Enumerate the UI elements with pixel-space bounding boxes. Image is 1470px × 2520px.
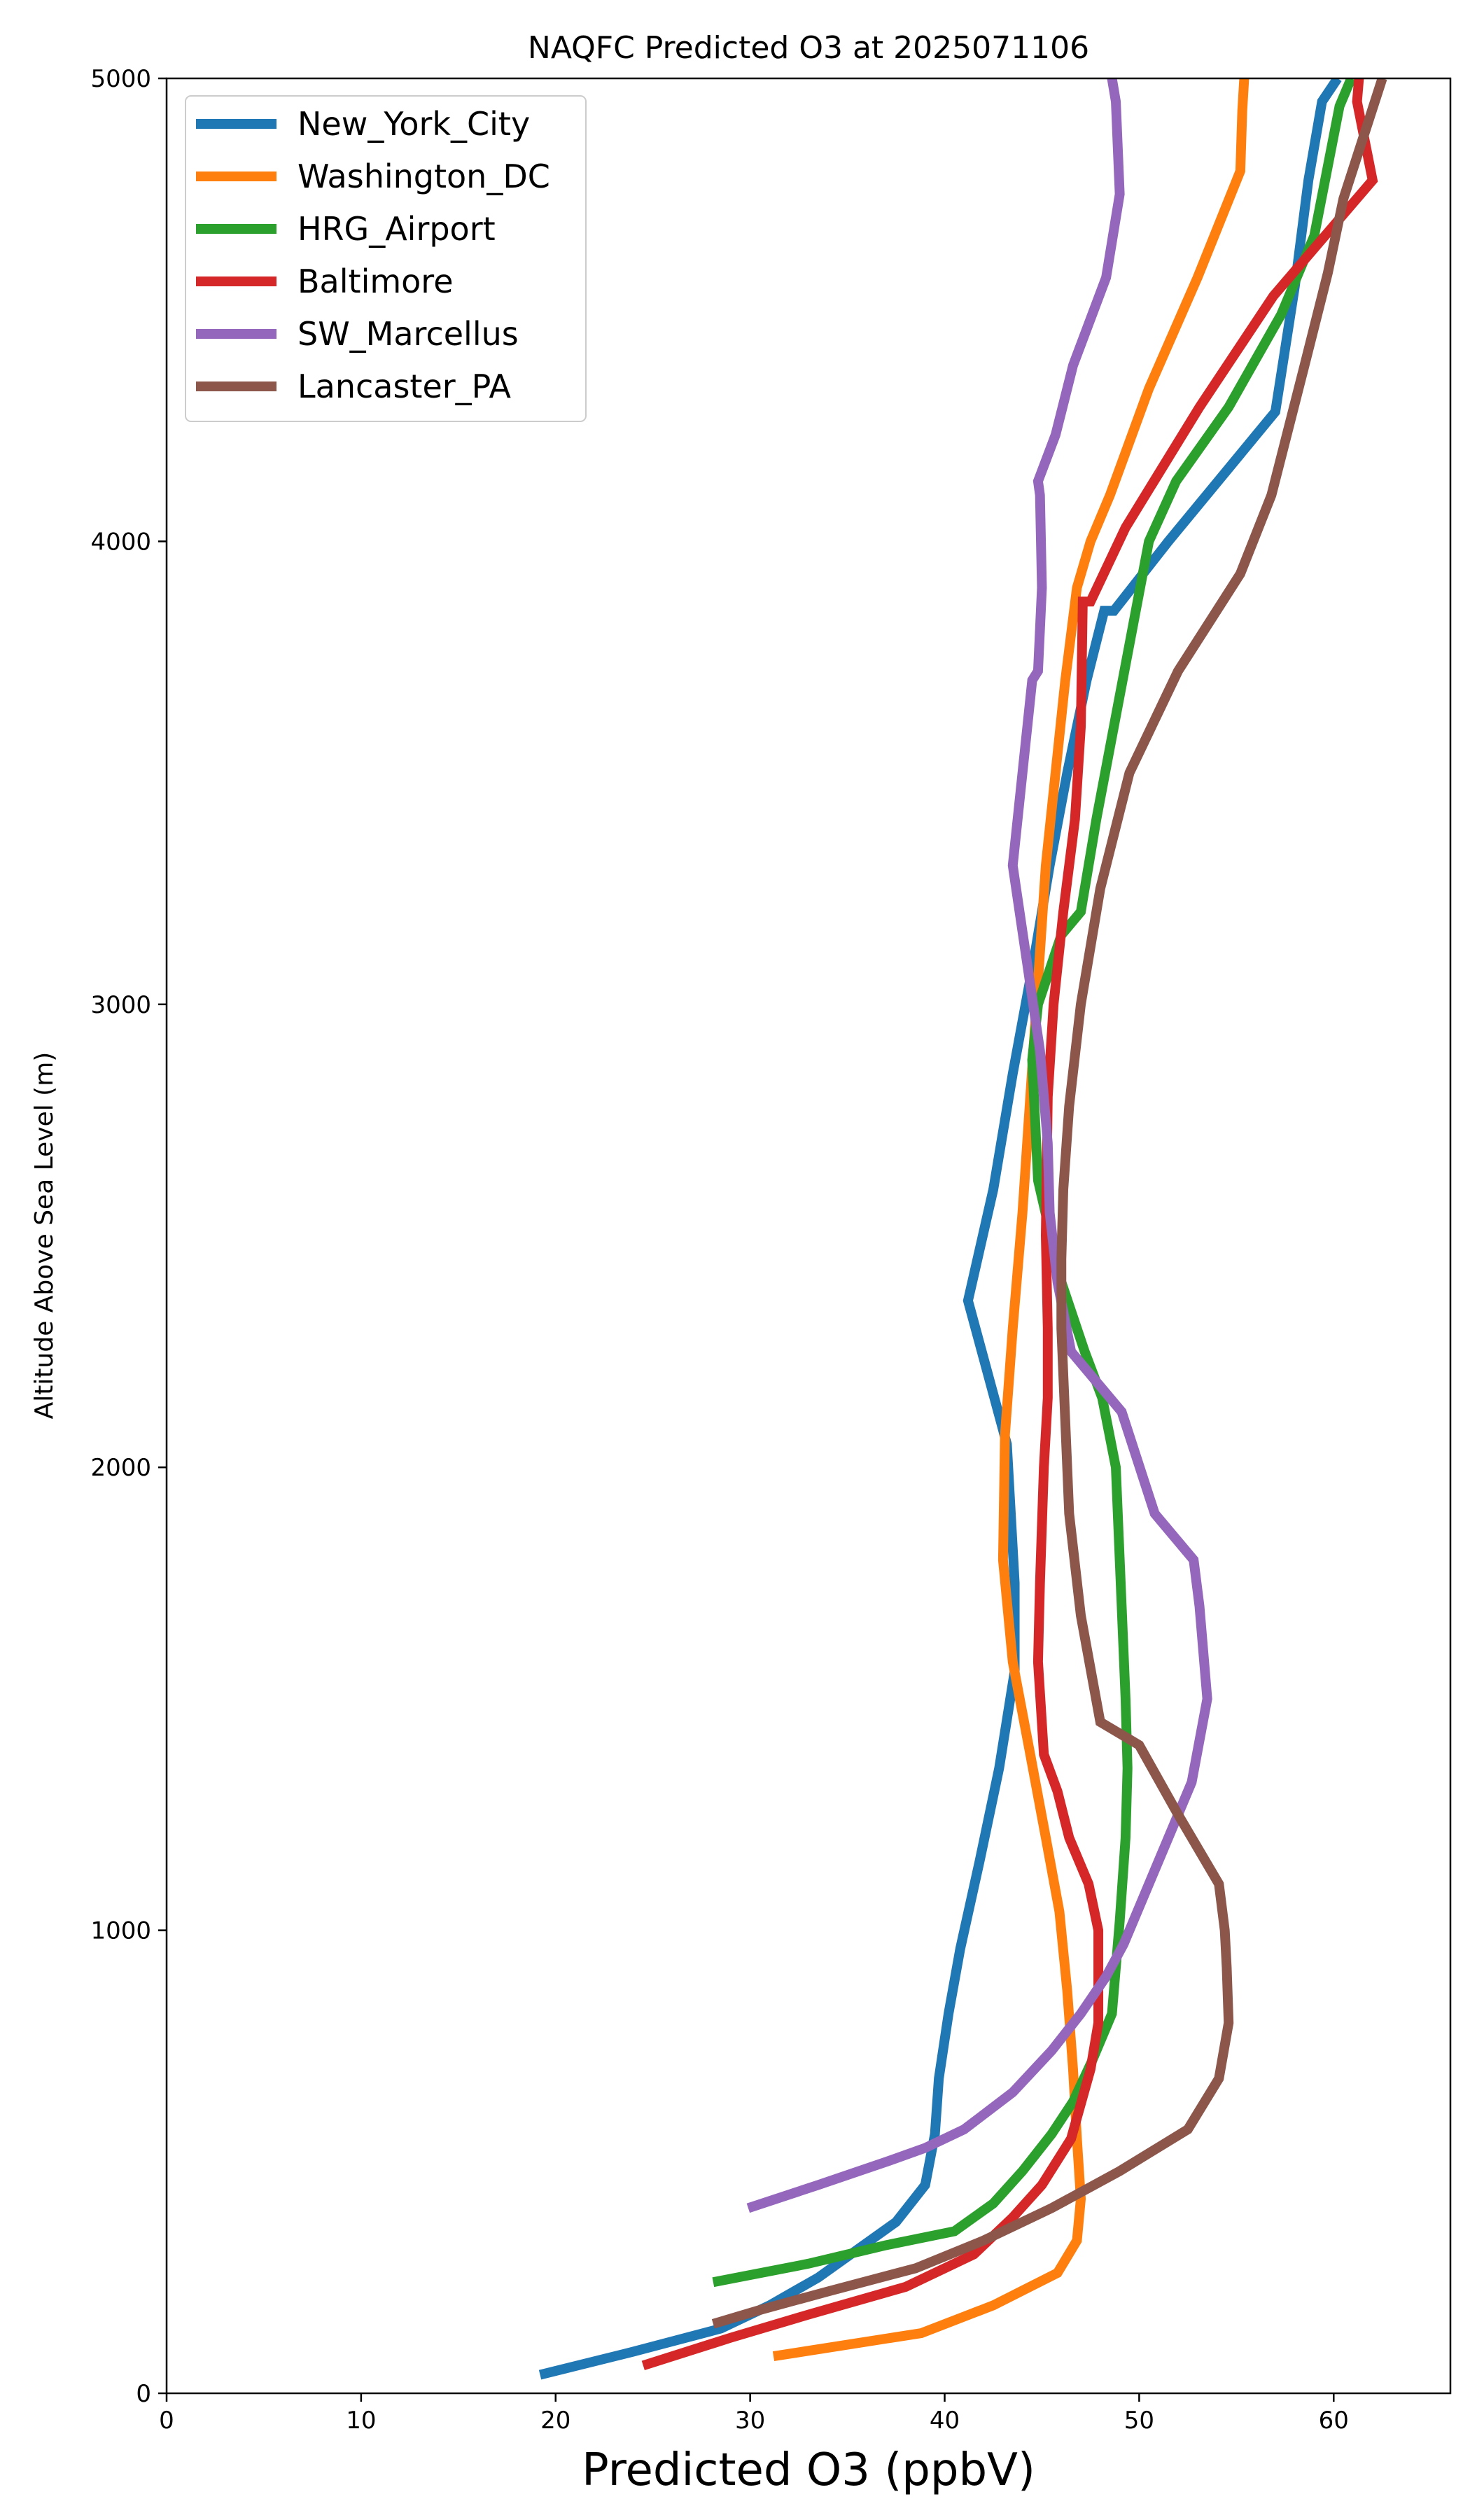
x-tick-label: 40 (930, 2407, 960, 2435)
series-line-hrg-airport (712, 78, 1356, 2288)
x-tick-label: 60 (1319, 2407, 1349, 2435)
legend: New_York_City Washington_DC HRG_Airport Bal… (185, 95, 587, 422)
legend-box (185, 95, 587, 422)
legend-label: SW_Marcellus (298, 315, 519, 353)
x-tick-label: 50 (1124, 2407, 1154, 2435)
y-tick-label: 1000 (90, 1917, 151, 1945)
x-tick-label: 10 (346, 2407, 376, 2435)
series-line-baltimore (641, 78, 1378, 2370)
plot-frame (165, 77, 1452, 2395)
chart-title: NAQFC Predicted O3 at 2025071106 (528, 30, 1089, 66)
y-tick-label: 2000 (90, 1454, 151, 1482)
legend-label: Baltimore (298, 262, 454, 300)
legend-label: Washington_DC (298, 158, 550, 195)
x-axis: 0 10 20 30 40 50 60 (159, 2393, 1349, 2435)
y-axis: 0 1000 2000 3000 4000 5000 (90, 65, 167, 2408)
legend-label: HRG_Airport (298, 210, 496, 248)
series-line-lancaster-pa (711, 78, 1387, 2329)
legend-label: Lancaster_PA (298, 368, 511, 405)
x-tick-label: 20 (540, 2407, 570, 2435)
series-line-washington-dc (772, 78, 1250, 2362)
x-axis-label: Predicted O3 (ppbV) (582, 2444, 1035, 2496)
y-axis-label: Altitude Above Sea Level (m) (30, 1052, 59, 1420)
legend-label: New_York_City (298, 105, 530, 143)
x-tick-label: 30 (735, 2407, 765, 2435)
y-tick-label: 3000 (90, 991, 151, 1019)
x-tick-label: 0 (159, 2407, 174, 2435)
y-tick-label: 0 (136, 2380, 151, 2408)
y-tick-label: 4000 (90, 528, 151, 556)
series-line-new-york-city (538, 78, 1342, 2380)
series-layer (538, 78, 1387, 2380)
y-tick-label: 5000 (90, 65, 151, 93)
